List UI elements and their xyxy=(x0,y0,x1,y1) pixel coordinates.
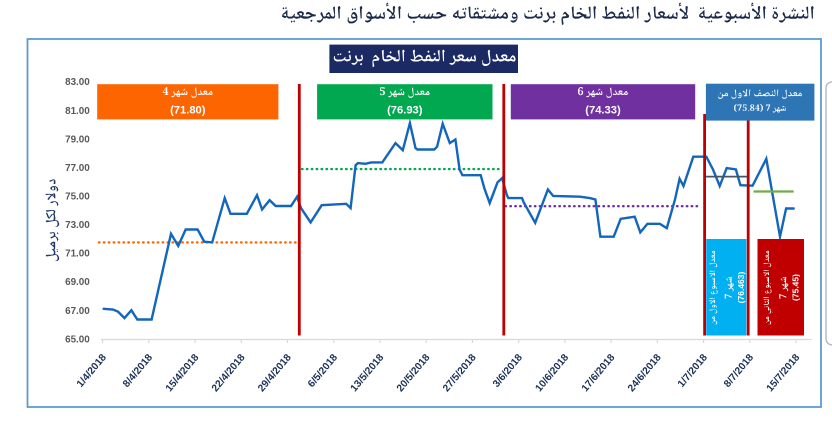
svg-text:75.00: 75.00 xyxy=(65,192,90,203)
svg-text:67.00: 67.00 xyxy=(65,306,90,317)
svg-text:(71.80): (71.80) xyxy=(170,104,206,116)
svg-text:(76.463): (76.463) xyxy=(736,272,746,304)
svg-text:71.00: 71.00 xyxy=(65,249,90,260)
svg-text:(74.33): (74.33) xyxy=(585,104,621,116)
svg-text:(76.93): (76.93) xyxy=(387,104,423,116)
svg-text:77.00: 77.00 xyxy=(65,163,90,174)
svg-text:69.00: 69.00 xyxy=(65,277,90,288)
svg-text:65.00: 65.00 xyxy=(65,334,90,345)
svg-text:(75.45): (75.45) xyxy=(790,274,800,301)
svg-text:81.00: 81.00 xyxy=(65,106,90,117)
svg-text:73.00: 73.00 xyxy=(65,220,90,231)
svg-text:79.00: 79.00 xyxy=(65,134,90,145)
svg-text:83.00: 83.00 xyxy=(65,77,90,88)
